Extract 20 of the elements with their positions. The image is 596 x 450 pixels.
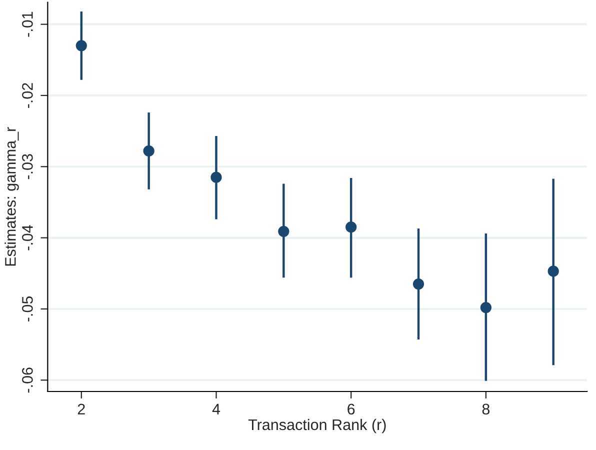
point [548, 266, 559, 277]
point [278, 226, 290, 237]
y-tick-label: -.06 [22, 368, 33, 393]
point [346, 222, 357, 233]
point [480, 302, 492, 314]
y-tick-label: -.03 [22, 154, 33, 180]
x-tick-label: 6 [348, 404, 355, 415]
y-tick-label: -.04 [22, 225, 33, 250]
x-tick-label: 2 [78, 404, 85, 414]
point [76, 40, 87, 52]
y-tick-label: -.01 [22, 12, 33, 37]
y-tick-label: -.02 [22, 83, 33, 108]
x-tick-label: 8 [482, 404, 490, 415]
y-axis-title: Estimates: gamma_r [4, 127, 19, 266]
y-tick-label: -.05 [22, 296, 33, 322]
point [143, 145, 154, 157]
x-axis-title: Transaction Rank (r) [248, 418, 386, 434]
point [210, 172, 222, 183]
x-tick-label: 4 [212, 404, 220, 414]
point [412, 278, 424, 290]
